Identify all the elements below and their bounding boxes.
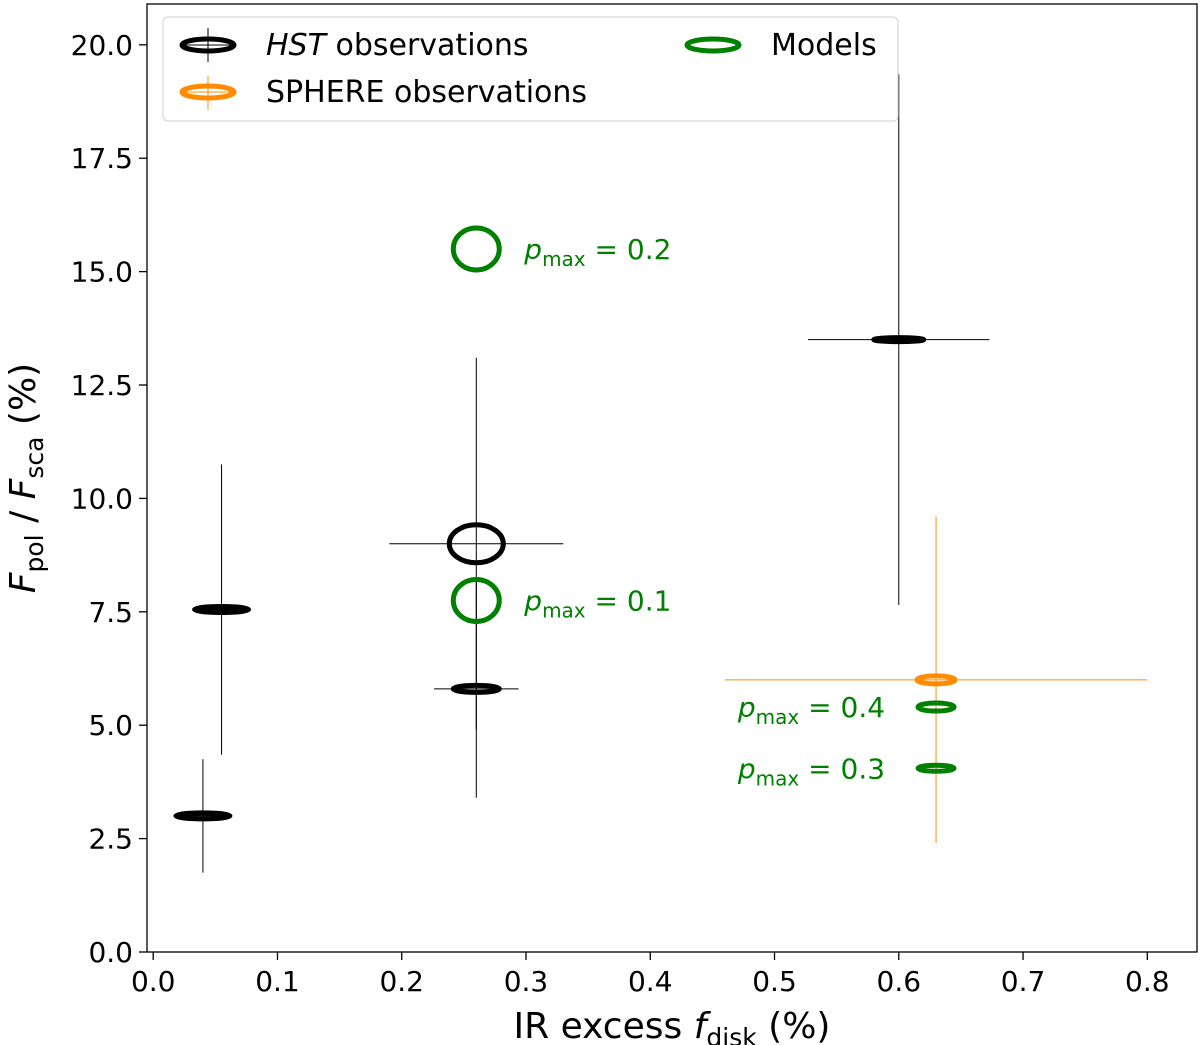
model-annotation: pmax = 0.4 xyxy=(737,691,885,729)
x-tick-label: 0.4 xyxy=(628,965,673,998)
plot-frame xyxy=(146,3,1198,953)
model-marker xyxy=(915,700,957,714)
hst-marker xyxy=(173,810,233,822)
x-axis-label-main: IR excess xyxy=(514,1006,694,1045)
y-axis-label-unit: (%) xyxy=(3,363,44,437)
legend-entry-hst: HST observations xyxy=(179,28,529,63)
y-tick-label: 20.0 xyxy=(71,29,133,62)
hst-point xyxy=(173,759,233,873)
legend-sphere-marker xyxy=(179,83,237,101)
hst-marker xyxy=(871,335,927,345)
y-tick-label: 7.5 xyxy=(88,596,133,629)
model-point: pmax = 0.2 xyxy=(450,225,671,273)
y-tick-label: 0.0 xyxy=(88,936,133,969)
x-tick-label: 0.6 xyxy=(877,965,922,998)
legend: HST observations SPHERE observations Mod… xyxy=(162,16,899,122)
sphere-marker xyxy=(914,673,958,687)
legend-hst-marker xyxy=(179,36,237,54)
hst-marker xyxy=(450,682,502,695)
model-annotation-symbol: p xyxy=(523,233,542,266)
legend-hst-label-rest: observations xyxy=(326,28,529,63)
model-annotation-value: = 0.1 xyxy=(586,584,672,617)
y-axis-label-sep: / xyxy=(3,499,44,534)
y-tick-label: 10.0 xyxy=(71,482,133,515)
x-tick-label: 0.2 xyxy=(379,965,424,998)
model-annotation-symbol: p xyxy=(737,752,756,785)
legend-hst-label: HST observations xyxy=(266,28,529,63)
x-tick-label: 0.0 xyxy=(131,965,176,998)
model-annotation-value: = 0.3 xyxy=(799,752,885,785)
y-axis-label-den: F xyxy=(3,477,44,499)
model-annotation-symbol: p xyxy=(523,584,542,617)
legend-entry-sphere: SPHERE observations xyxy=(179,75,587,110)
model-point: pmax = 0.1 xyxy=(450,576,671,624)
y-axis: 0.0 2.5 5.0 7.5 10.0 12.5 15.0 17.5 20.0 xyxy=(71,29,147,969)
y-axis-label-num-sub: pol xyxy=(20,534,49,572)
y-tick-label: 2.5 xyxy=(88,823,133,856)
y-tick-label: 12.5 xyxy=(71,369,133,402)
y-axis-label-den-sub: sca xyxy=(20,437,49,479)
legend-box xyxy=(162,16,899,122)
x-axis: 0.0 0.1 0.2 0.3 0.4 0.5 0.6 0.7 0.8 xyxy=(131,952,1170,998)
x-tick-label: 0.1 xyxy=(255,965,300,998)
hst-point xyxy=(434,580,519,798)
model-marker xyxy=(450,225,502,273)
model-point: pmax = 0.3 xyxy=(737,752,957,790)
legend-entry-models: Models xyxy=(684,28,877,63)
model-annotation-sub: max xyxy=(542,247,586,271)
model-annotation-value: = 0.4 xyxy=(799,691,885,724)
x-axis-label-unit: (%) xyxy=(757,1006,831,1045)
model-annotation-sub: max xyxy=(756,705,800,729)
model-annotation: pmax = 0.3 xyxy=(737,752,885,790)
hst-point xyxy=(192,464,252,755)
hst-marker xyxy=(446,522,506,566)
x-tick-label: 0.5 xyxy=(752,965,797,998)
model-marker xyxy=(450,576,502,624)
legend-sphere-label: SPHERE observations xyxy=(266,75,587,110)
y-tick-label: 15.0 xyxy=(71,256,133,289)
y-tick-label: 5.0 xyxy=(88,709,133,742)
model-annotation: pmax = 0.2 xyxy=(523,233,671,271)
model-annotation-symbol: p xyxy=(737,691,756,724)
model-annotation-sub: max xyxy=(542,598,586,622)
model-marker xyxy=(915,762,957,774)
x-axis-label: IR excess fdisk (%) xyxy=(514,1006,831,1045)
legend-models-marker xyxy=(684,36,742,54)
model-annotation-sub: max xyxy=(756,766,800,790)
legend-hst-label-italic: HST xyxy=(266,28,329,63)
y-tick-label: 17.5 xyxy=(71,142,133,175)
hst-marker xyxy=(192,604,252,616)
model-annotation: pmax = 0.1 xyxy=(523,584,671,622)
y-axis-label-num: F xyxy=(3,571,44,593)
hst-point xyxy=(808,74,990,606)
x-tick-label: 0.3 xyxy=(504,965,549,998)
legend-models-label: Models xyxy=(771,28,877,63)
y-axis-label: Fpol / Fsca (%) xyxy=(3,363,49,593)
sphere-point xyxy=(724,516,1148,844)
x-tick-label: 0.8 xyxy=(1125,965,1170,998)
model-annotation-value: = 0.2 xyxy=(586,233,672,266)
x-axis-label-sub: disk xyxy=(706,1023,757,1045)
model-point: pmax = 0.4 xyxy=(737,691,957,729)
x-tick-label: 0.7 xyxy=(1001,965,1046,998)
